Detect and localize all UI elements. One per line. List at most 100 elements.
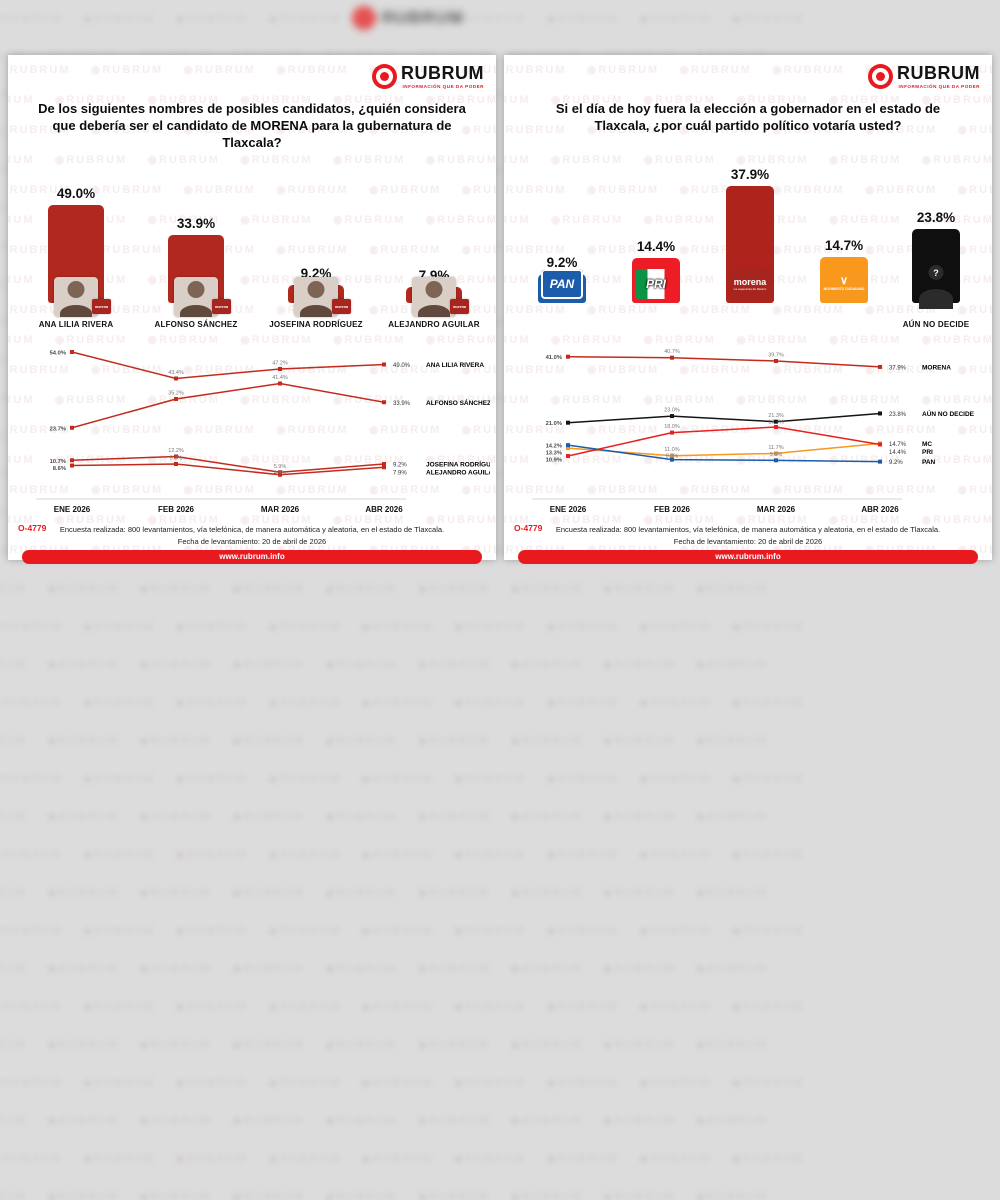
candidate-name: ALEJANDRO AGUILAR	[388, 320, 480, 329]
point-value-label: 9.2%	[170, 456, 183, 462]
data-point-marker	[70, 350, 74, 354]
photo-head	[425, 281, 443, 298]
legend-name: ALEJANDRO AGUILAR	[426, 470, 490, 477]
data-point-marker	[774, 458, 778, 463]
point-value-label: 10.9%	[546, 458, 562, 464]
point-value-label: 47.2%	[272, 361, 288, 367]
data-point-marker	[670, 457, 674, 462]
point-value-label: 41.0%	[546, 355, 562, 361]
question-mark-glyph: ?	[928, 265, 944, 280]
watermark-row: ◉RUBRUM ◉RUBRUM ◉RUBRUM ◉RUBRUM ◉RUBRUM …	[0, 1115, 769, 1127]
candidate-photo	[294, 277, 338, 317]
data-point-marker	[670, 430, 674, 435]
bar-column-MC: 14.7% ∨ MOVIMIENTO CIUDADANO	[797, 159, 891, 329]
point-value-label: 18.0%	[664, 424, 680, 430]
series-line-ANA LILIA RIVERA	[71, 351, 385, 380]
photo-head	[307, 281, 325, 298]
legend-value: 14.7%	[889, 442, 907, 448]
watermark-row: ◉RUBRUM ◉RUBRUM ◉RUBRUM ◉RUBRUM ◉RUBRUM …	[0, 1077, 805, 1089]
bar-value-label: 33.9%	[176, 216, 216, 232]
survey-date: Fecha de levantamiento: 20 de abril de 2…	[177, 537, 327, 546]
series-line-MORENA	[567, 355, 881, 368]
data-point-marker	[278, 367, 282, 371]
legend-value: 23.8%	[889, 412, 907, 418]
data-point-marker	[878, 364, 882, 369]
point-value-label: 10.7%	[50, 459, 66, 465]
x-tick-label: FEB 2026	[158, 505, 195, 514]
watermark-row: ◉RUBRUM ◉RUBRUM ◉RUBRUM ◉RUBRUM ◉RUBRUM …	[0, 13, 805, 25]
photo-body	[60, 305, 92, 317]
mc-logo-text: MOVIMIENTO CIUDADANO	[823, 287, 865, 292]
survey-note: Encuesta realizada: 800 levantamientos, …	[59, 525, 445, 534]
data-point-marker	[278, 470, 282, 475]
point-value-label: 12.2%	[168, 448, 184, 454]
legend-name: PRI	[922, 449, 933, 456]
legend-value: 33.9%	[393, 401, 411, 407]
series-line-ALEJANDRO AGUILAR	[71, 463, 385, 476]
point-value-label: 11.7%	[768, 445, 783, 451]
data-point-marker	[70, 425, 74, 430]
data-point-marker	[774, 424, 778, 429]
rubrum-target-icon	[372, 64, 397, 89]
data-point-marker	[278, 472, 282, 477]
legend-name: AÚN NO DECIDE	[922, 409, 975, 418]
rubrum-logo: RUBRUM INFORMACIÓN QUE DA PODER	[372, 63, 484, 89]
bar-value-label: 14.7%	[824, 238, 864, 254]
watermark-row: ◉RUBRUM ◉RUBRUM ◉RUBRUM ◉RUBRUM ◉RUBRUM …	[0, 1039, 769, 1051]
morena-logo-icon: morena La esperanza de México	[729, 269, 771, 299]
trend-chart-party-vote: ENE 2026 FEB 2026 MAR 2026 ABR 2026 41.0% 21.…	[510, 329, 986, 522]
data-point-marker	[70, 458, 74, 463]
x-tick-label: ABR 2026	[365, 505, 403, 514]
data-point-marker	[566, 420, 570, 425]
mc-logo-icon: ∨ MOVIMIENTO CIUDADANO	[823, 269, 865, 299]
data-point-marker	[174, 397, 178, 401]
bar-column-PAN: 9.2% PAN	[515, 159, 609, 329]
data-point-marker	[278, 381, 282, 386]
photo-body	[300, 305, 332, 317]
legend-value: 9.2%	[393, 463, 407, 469]
bar-column-AÚN NO DECIDE: 23.8%? AÚN NO DECIDE	[889, 159, 983, 329]
survey-note: Encuesta realizada: 800 levantamientos, …	[555, 525, 941, 534]
legend-value: 9.2%	[889, 460, 903, 466]
watermark-row: ◉RUBRUM ◉RUBRUM ◉RUBRUM ◉RUBRUM ◉RUBRUM …	[0, 583, 769, 595]
brand-tagline: INFORMACIÓN QUE DA PODER	[402, 83, 484, 89]
point-value-label: 9.6%	[770, 452, 783, 458]
brand-tagline: INFORMACIÓN QUE DA PODER	[898, 83, 980, 89]
point-value-label: 8.6%	[53, 466, 66, 472]
watermark-row: ◉RUBRUM ◉RUBRUM ◉RUBRUM ◉RUBRUM ◉RUBRUM …	[0, 659, 769, 671]
pan-logo-icon: PAN	[541, 269, 583, 299]
legend-value: 37.9%	[889, 365, 907, 371]
bar-column-MORENA: 37.9% morena La esperanza de México	[703, 159, 797, 329]
category-name: AÚN NO DECIDE	[902, 320, 970, 329]
undecided-silhouette-icon: ?	[915, 265, 957, 309]
series-line-ALFONSO SÁNCHEZ	[71, 382, 385, 429]
series-line-AÚN NO DECIDE	[567, 412, 881, 424]
bar-column-ALEJANDRO AGUILAR: 7.9% morena ALEJANDRO AGUILAR	[374, 159, 494, 329]
series-line-JOSEFINA RODRÍGUEZ	[71, 455, 385, 474]
watermark-row: ◉RUBRUM ◉RUBRUM ◉RUBRUM ◉RUBRUM ◉RUBRUM …	[0, 1191, 769, 1200]
candidate-name: JOSEFINA RODRÍGUEZ	[269, 320, 363, 329]
morena-badge-icon: morena	[92, 299, 111, 314]
bar-column-JOSEFINA RODRÍGUEZ: 9.2% morena JOSEFINA RODRÍGUEZ	[256, 159, 376, 329]
website-banner[interactable]: www.rubrum.info	[518, 550, 978, 564]
data-point-marker	[382, 465, 386, 470]
x-tick-label: ENE 2026	[550, 505, 587, 514]
point-value-label: 21.0%	[546, 421, 562, 427]
point-value-label: 54.0%	[50, 351, 66, 357]
rubrum-target-icon	[352, 6, 376, 30]
legend-value: 14.4%	[889, 450, 907, 456]
blurred-rubrum-logo: RUBRUM	[352, 3, 464, 33]
candidate-name: ALFONSO SÁNCHEZ	[154, 320, 238, 329]
folio-code: O-4779	[18, 523, 47, 533]
point-value-label: 5.9%	[274, 464, 287, 470]
photo-body	[180, 305, 212, 317]
watermark-row: ◉RUBRUM ◉RUBRUM ◉RUBRUM ◉RUBRUM ◉RUBRUM …	[0, 963, 769, 975]
watermark-row: ◉RUBRUM ◉RUBRUM ◉RUBRUM ◉RUBRUM ◉RUBRUM …	[0, 735, 769, 747]
data-point-marker	[878, 411, 882, 416]
morena-candidates-trend: ENE 2026 FEB 2026 MAR 2026 ABR 2026 54.0% 23.…	[36, 350, 499, 514]
watermark-row: ◉RUBRUM ◉RUBRUM ◉RUBRUM ◉RUBRUM ◉RUBRUM …	[0, 811, 769, 823]
folio-code: O-4779	[514, 523, 543, 533]
data-point-marker	[774, 358, 778, 363]
legend-name: MC	[922, 441, 932, 448]
website-banner[interactable]: www.rubrum.info	[22, 550, 482, 564]
